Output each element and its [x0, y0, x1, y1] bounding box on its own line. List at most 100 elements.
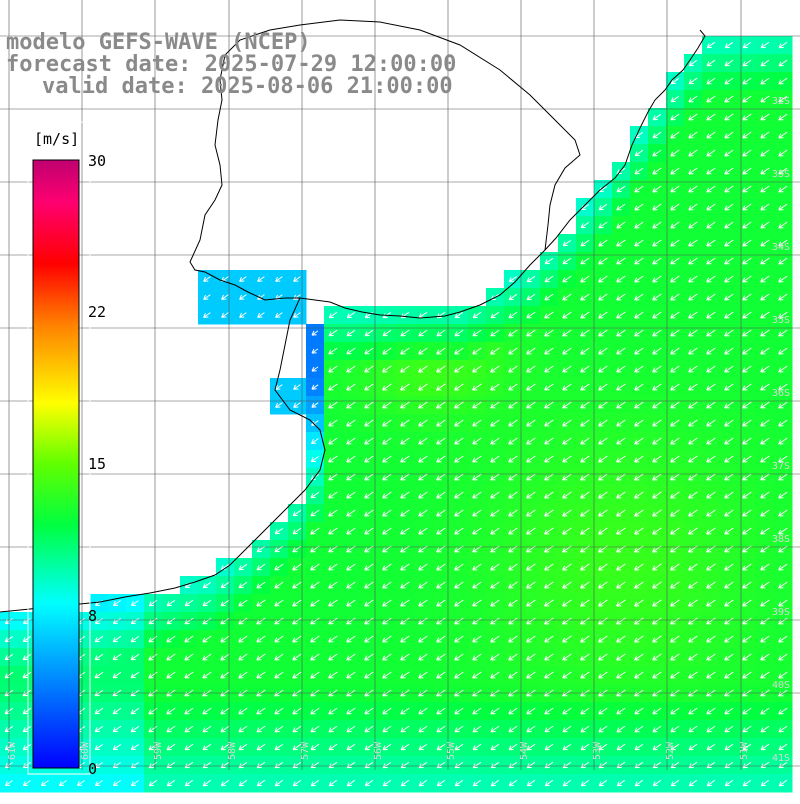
wind-arrow — [508, 383, 518, 391]
wind-arrow — [508, 599, 518, 607]
wind-arrow — [292, 581, 302, 589]
wind-arrow — [274, 743, 284, 751]
wind-arrow — [760, 455, 770, 463]
wind-arrow — [616, 437, 626, 445]
wind-arrow — [256, 725, 266, 733]
wind-arrow — [598, 743, 608, 751]
wind-arrow — [670, 95, 680, 103]
wind-arrow — [778, 617, 788, 625]
wind-arrow — [670, 257, 680, 265]
wind-arrow — [238, 563, 248, 571]
wind-arrow — [472, 743, 482, 751]
wind-arrow — [598, 473, 608, 481]
wind-arrow — [634, 167, 644, 175]
wind-arrow — [490, 311, 500, 319]
wind-arrow — [688, 347, 698, 355]
wind-arrow — [778, 41, 788, 49]
wind-arrow — [239, 294, 247, 300]
wind-arrow — [238, 653, 248, 661]
wind-arrow — [778, 257, 788, 265]
wind-arrow — [526, 743, 536, 751]
wind-arrow — [310, 653, 320, 661]
wind-arrow — [688, 779, 698, 787]
wind-arrow — [742, 635, 752, 643]
wind-arrow — [616, 617, 626, 625]
wind-arrow — [724, 167, 734, 175]
wind-arrow — [239, 276, 247, 282]
wind-arrow — [562, 329, 572, 337]
wind-arrow — [778, 311, 788, 319]
wind-arrow — [580, 221, 590, 229]
wind-arrow — [292, 509, 302, 517]
wind-arrow — [634, 725, 644, 733]
wind-arrow — [652, 167, 662, 175]
wind-arrow — [670, 761, 680, 769]
wind-arrow — [508, 437, 518, 445]
wind-arrow — [598, 779, 608, 787]
wind-arrow — [436, 401, 446, 409]
wind-arrow — [400, 725, 410, 733]
wind-arrow — [760, 347, 770, 355]
coastline — [189, 19, 706, 319]
wind-arrow — [292, 725, 302, 733]
wind-arrow — [562, 617, 572, 625]
wind-arrow — [292, 599, 302, 607]
wind-arrow — [22, 707, 32, 715]
wind-arrow — [436, 491, 446, 499]
wind-arrow — [94, 635, 104, 643]
wind-arrow — [94, 725, 104, 733]
wind-arrow — [382, 329, 392, 337]
wind-arrow — [616, 725, 626, 733]
wind-arrow — [634, 347, 644, 355]
wind-arrow — [364, 455, 374, 463]
wind-arrow — [364, 563, 374, 571]
wind-arrow — [634, 509, 644, 517]
wind-arrow — [328, 581, 338, 589]
wind-arrow — [490, 383, 500, 391]
wind-arrow — [544, 491, 554, 499]
wind-arrow — [508, 527, 518, 535]
wind-arrow — [436, 581, 446, 589]
wind-arrow — [598, 707, 608, 715]
wind-arrow — [760, 743, 770, 751]
wind-arrow — [22, 635, 32, 643]
wind-arrow — [328, 671, 338, 679]
wind-arrow — [202, 725, 212, 733]
graticule: 61W 60W 59W 58W 57W 56W 55W 54W 53W 52W 51W 32S 33S 3… — [0, 0, 800, 770]
wind-arrow — [562, 455, 572, 463]
wind-arrow — [544, 347, 554, 355]
wind-arrow — [274, 599, 284, 607]
wind-arrow — [418, 401, 428, 409]
wind-arrow — [634, 383, 644, 391]
wind-arrow — [724, 257, 734, 265]
wind-arrow — [688, 221, 698, 229]
wind-arrow — [472, 509, 482, 517]
wind-arrow — [472, 347, 482, 355]
wind-arrow — [562, 527, 572, 535]
wind-arrow — [526, 617, 536, 625]
wind-arrow — [724, 41, 734, 49]
wind-arrow — [742, 527, 752, 535]
wind-arrow — [670, 365, 680, 373]
wind-arrow — [742, 365, 752, 373]
wind-arrow — [562, 437, 572, 445]
latitude-label: 33S — [772, 169, 790, 180]
wind-arrow — [580, 527, 590, 535]
wind-arrow — [688, 563, 698, 571]
wind-arrow — [742, 671, 752, 679]
wind-arrow — [310, 671, 320, 679]
wind-arrow — [778, 383, 788, 391]
wind-arrow — [688, 95, 698, 103]
wind-arrow — [310, 725, 320, 733]
wind-arrow — [328, 419, 338, 427]
wind-arrow — [760, 653, 770, 661]
wind-arrow — [634, 293, 644, 301]
wind-arrow — [310, 635, 320, 643]
wind-arrow — [634, 311, 644, 319]
wind-arrow — [598, 617, 608, 625]
wind-arrow — [670, 383, 680, 391]
wind-arrow — [706, 599, 716, 607]
wind-arrow — [742, 131, 752, 139]
wind-arrow — [22, 653, 32, 661]
wind-arrow — [184, 671, 194, 679]
